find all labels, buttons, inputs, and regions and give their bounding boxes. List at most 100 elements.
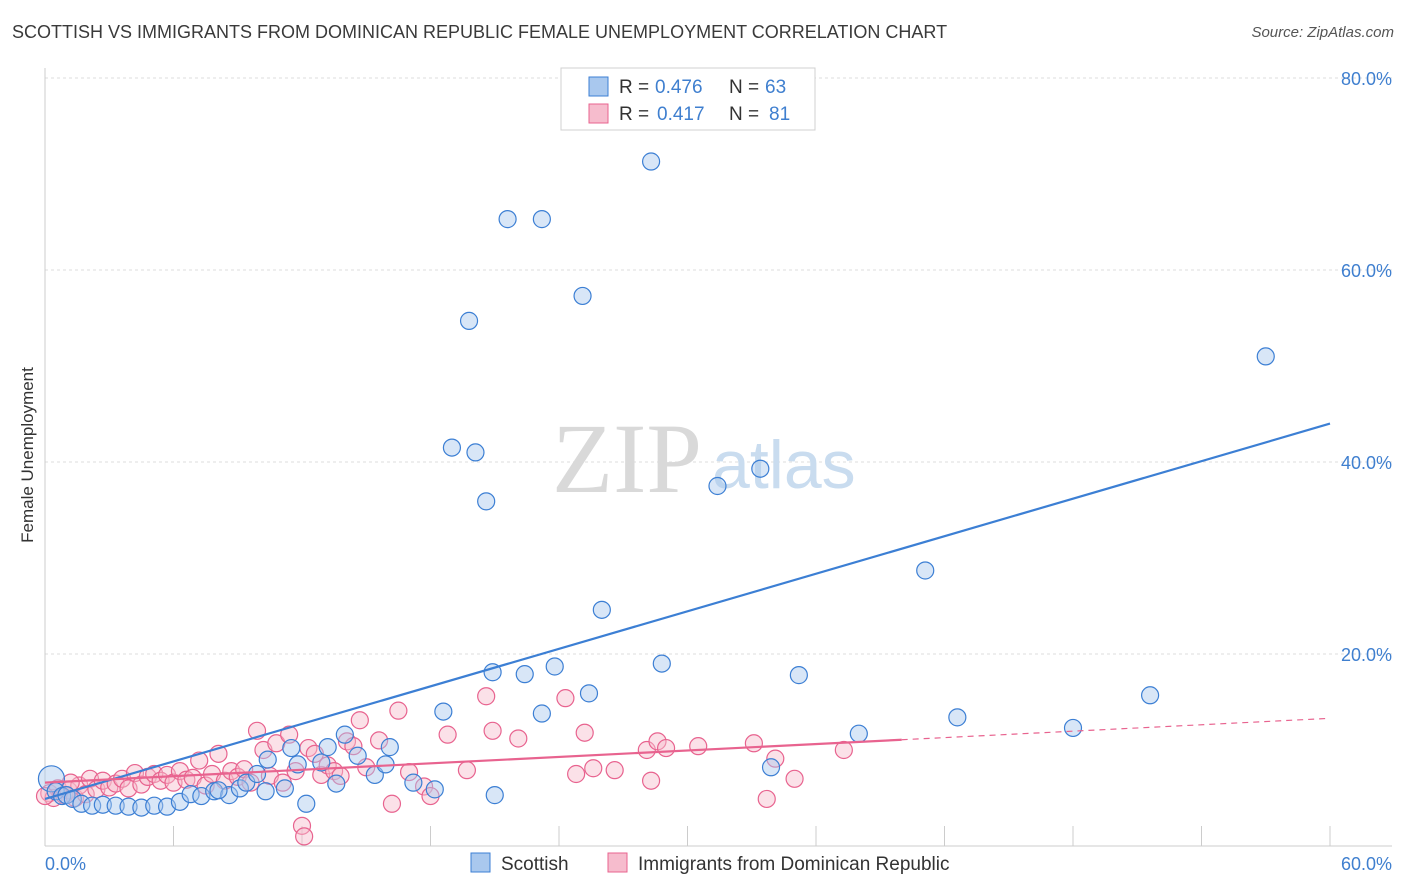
blue-point xyxy=(380,738,399,757)
legend-r-label-1: R = xyxy=(619,77,649,98)
blue-point xyxy=(119,797,138,816)
blue-point xyxy=(652,654,671,673)
pink-point xyxy=(382,794,402,813)
blue-point xyxy=(425,780,444,799)
blue-point xyxy=(37,765,66,793)
y-tick-label-40: 40.0% xyxy=(1341,453,1392,473)
blue-point xyxy=(282,738,301,758)
blue-point xyxy=(258,750,277,769)
blue-point xyxy=(498,210,517,229)
pink-point xyxy=(605,761,624,780)
blue-point xyxy=(708,476,727,496)
blue-point xyxy=(532,210,551,229)
blue-point xyxy=(220,786,239,805)
pink-point xyxy=(350,711,369,730)
legend-r-label-2: R = xyxy=(619,104,649,125)
trend-line-dominican xyxy=(44,738,902,784)
blue-series-points xyxy=(37,152,1275,817)
x-tick-label-min: 0.0% xyxy=(45,854,86,874)
pink-point xyxy=(414,777,434,796)
pink-point xyxy=(567,764,586,784)
grid-lines xyxy=(45,77,1392,655)
correlation-legend: R = 0.476 N = 63 R = 0.417 N = 81 xyxy=(560,67,816,131)
pink-point xyxy=(295,827,314,846)
blue-point xyxy=(335,725,354,744)
pink-point xyxy=(483,721,502,740)
pink-point xyxy=(438,725,457,744)
watermark-atlas: atlas xyxy=(712,427,856,503)
blue-point xyxy=(515,665,534,684)
chart-title: SCOTTISH VS IMMIGRANTS FROM DOMINICAN RE… xyxy=(12,22,948,42)
watermark-zip: ZIP xyxy=(552,403,702,514)
pink-point xyxy=(457,761,477,780)
legend-n-value-2: 81 xyxy=(769,104,790,125)
blue-point xyxy=(442,438,462,457)
x-ticks xyxy=(173,826,1331,846)
blue-point xyxy=(466,443,485,462)
blue-point xyxy=(312,753,331,772)
y-tick-labels: 20.0% 40.0% 60.0% 80.0% xyxy=(1341,69,1392,665)
pink-point xyxy=(370,731,389,750)
blue-point xyxy=(1256,347,1275,366)
blue-point xyxy=(849,724,868,743)
blue-point xyxy=(532,704,551,723)
legend-n-label-1: N = xyxy=(729,77,759,98)
blue-point xyxy=(93,795,112,814)
axes xyxy=(44,68,1392,847)
blue-point xyxy=(288,755,307,774)
pink-point xyxy=(834,740,853,760)
pink-point xyxy=(280,725,299,744)
blue-point xyxy=(641,152,661,171)
pink-point xyxy=(389,701,408,720)
pink-point xyxy=(766,749,785,768)
trend-line-scottish xyxy=(44,422,1331,801)
blue-point xyxy=(209,781,228,800)
bottom-legend-label-1: Scottish xyxy=(501,854,569,875)
blue-point xyxy=(247,764,267,784)
pink-point xyxy=(584,759,603,778)
blue-point xyxy=(459,311,479,330)
blue-point xyxy=(485,786,504,805)
blue-point xyxy=(573,286,592,306)
blue-point xyxy=(106,796,125,815)
pink-point xyxy=(689,737,708,756)
pink-point xyxy=(656,738,676,758)
pink-point xyxy=(477,687,496,706)
blue-point xyxy=(916,561,935,580)
pink-point xyxy=(556,689,575,708)
trend-lines xyxy=(44,422,1331,801)
pink-point xyxy=(575,723,594,742)
bottom-legend-swatch-blue xyxy=(470,852,491,873)
blue-point xyxy=(751,459,770,478)
blue-point xyxy=(256,782,275,801)
legend-swatch-blue xyxy=(588,76,609,97)
legend-n-label-2: N = xyxy=(729,104,759,125)
source-label: Source: ZipAtlas.com xyxy=(1251,24,1394,41)
blue-point xyxy=(327,774,346,793)
pink-point xyxy=(641,771,661,790)
y-tick-label-60: 60.0% xyxy=(1341,261,1392,281)
blue-point xyxy=(789,666,808,685)
series-legend: Scottish Immigrants from Dominican Repub… xyxy=(470,852,950,875)
pink-point xyxy=(757,789,776,809)
y-tick-label-20: 20.0% xyxy=(1341,645,1392,665)
blue-point xyxy=(275,779,294,798)
x-tick-label-max: 60.0% xyxy=(1341,854,1392,874)
blue-point xyxy=(477,492,496,511)
bottom-legend-swatch-pink xyxy=(607,852,628,873)
blue-point xyxy=(318,738,337,757)
blue-point xyxy=(434,702,453,721)
pink-point xyxy=(744,734,763,753)
blue-point xyxy=(1063,718,1083,738)
blue-point xyxy=(145,796,164,815)
blue-point xyxy=(579,684,599,703)
blue-point xyxy=(404,773,423,792)
pink-point xyxy=(785,769,804,788)
blue-point xyxy=(297,794,316,813)
legend-swatch-pink xyxy=(588,103,609,124)
y-tick-label-80: 80.0% xyxy=(1341,69,1392,89)
legend-r-value-1: 0.476 xyxy=(655,77,703,98)
legend-r-value-2: 0.417 xyxy=(657,104,705,125)
blue-point xyxy=(592,600,611,619)
blue-point xyxy=(761,758,781,777)
